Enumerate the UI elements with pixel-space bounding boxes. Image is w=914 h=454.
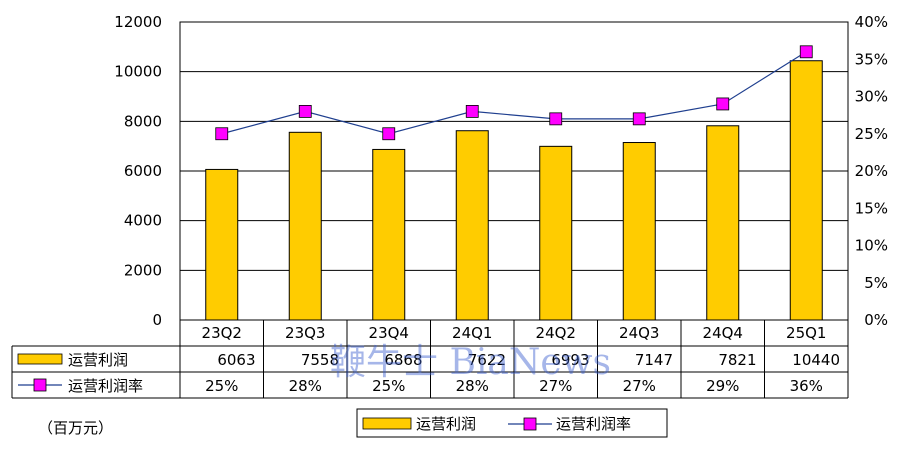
bar-23Q4	[372, 148, 406, 321]
bar-24Q3	[622, 142, 656, 321]
bar-23Q3	[288, 131, 322, 321]
axes: 0 2000 4000 6000 8000 10000 12000 0% 5% 10% 15% 20%…	[114, 13, 888, 329]
bar-24Q4	[706, 125, 740, 321]
rate-marker-23Q2	[215, 127, 229, 141]
category-label: 24Q4	[703, 324, 743, 342]
legend-marker-swatch	[523, 417, 537, 431]
category-label: 25Q1	[786, 324, 826, 342]
bar-value-label: 10440	[792, 351, 840, 369]
category-label: 24Q3	[619, 324, 659, 342]
left-tick-label: 10000	[114, 63, 162, 81]
unit-label: （百万元）	[38, 419, 113, 437]
rate-marker-23Q3	[298, 105, 312, 118]
category-label: 23Q2	[202, 324, 242, 342]
legend-line-label: 运营利润率	[556, 415, 631, 433]
bar-value-label: 6868	[384, 351, 422, 369]
rate-marker-24Q2	[549, 112, 563, 126]
bar-value-label: 7622	[468, 351, 506, 369]
table-key-bar	[17, 353, 63, 365]
legend-bar-swatch	[362, 417, 412, 430]
table-row-header: 运营利润	[68, 351, 128, 369]
bar-25Q1	[789, 60, 823, 321]
rate-value-label: 25%	[205, 377, 238, 395]
rate-marker-25Q1	[799, 45, 813, 59]
left-tick-label: 4000	[124, 212, 162, 230]
right-tick-label: 40%	[855, 13, 888, 31]
bars	[205, 60, 823, 321]
legend-bar-label: 运营利润	[416, 415, 476, 433]
category-label: 24Q1	[452, 324, 492, 342]
right-tick-label: 10%	[855, 237, 888, 255]
right-tick-label: 25%	[855, 125, 888, 143]
rate-value-label: 27%	[539, 377, 572, 395]
gridlines	[179, 21, 849, 321]
left-tick-label: 12000	[114, 13, 162, 31]
rate-value-label: 29%	[706, 377, 739, 395]
rate-polyline	[221, 51, 807, 135]
right-tick-label: 15%	[855, 199, 888, 217]
bar-value-label: 6993	[551, 351, 589, 369]
left-tick-label: 8000	[124, 112, 162, 130]
bar-value-label: 7821	[718, 351, 756, 369]
right-tick-label: 35%	[855, 50, 888, 68]
rate-line	[215, 45, 813, 141]
rate-value-label: 25%	[372, 377, 405, 395]
table-key-marker	[33, 378, 47, 392]
right-tick-label: 5%	[864, 274, 888, 292]
category-label: 24Q2	[536, 324, 576, 342]
bar-value-label: 7558	[301, 351, 339, 369]
watermark: 鞭牛士 BiaNews	[330, 342, 611, 383]
rate-marker-24Q4	[716, 97, 730, 111]
category-label: 23Q3	[285, 324, 325, 342]
rate-value-label: 28%	[289, 377, 322, 395]
rate-marker-23Q4	[382, 127, 396, 141]
data-table: 23Q2 23Q3 23Q4 24Q1 24Q2 24Q3 24Q4 25Q1 运营利润运营利润…	[11, 320, 849, 399]
right-tick-label: 0%	[864, 311, 888, 329]
left-tick-label: 0	[152, 311, 162, 329]
bar-24Q2	[539, 145, 573, 321]
rate-marker-24Q3	[632, 112, 646, 126]
rate-marker-24Q1	[465, 105, 479, 118]
bar-24Q1	[455, 130, 489, 321]
table-row-header: 运营利润率	[68, 377, 143, 395]
right-tick-label: 30%	[855, 88, 888, 106]
rate-value-label: 27%	[623, 377, 656, 395]
left-tick-label: 2000	[124, 261, 162, 279]
left-tick-label: 6000	[124, 162, 162, 180]
category-label: 23Q4	[369, 324, 409, 342]
right-tick-label: 20%	[855, 162, 888, 180]
bar-value-label: 7147	[635, 351, 673, 369]
rate-value-label: 36%	[790, 377, 823, 395]
legend: 运营利润 运营利润率	[356, 408, 668, 438]
bar-23Q2	[205, 168, 239, 321]
rate-value-label: 28%	[456, 377, 489, 395]
bar-value-label: 6063	[217, 351, 255, 369]
